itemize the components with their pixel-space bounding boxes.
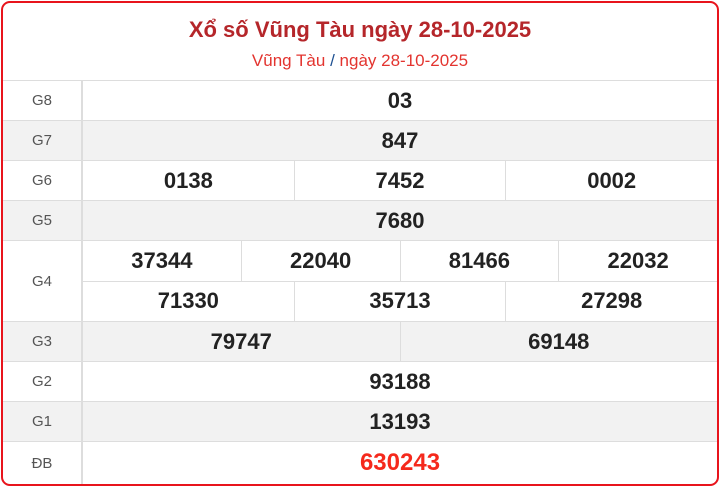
prize-row-g5: G5 7680	[3, 201, 717, 241]
breadcrumb-separator: /	[330, 51, 335, 70]
prize-number: 79747	[210, 328, 272, 354]
prize-line: 79747 69148	[83, 322, 717, 361]
prize-line: 93188	[83, 362, 717, 401]
prize-number: 81466	[399, 241, 559, 281]
prize-row-g4: G4 37344 22040 81466 22032 71330 35713 27298	[3, 241, 717, 322]
prize-number: 69148	[399, 322, 718, 361]
prize-label: G6	[3, 161, 83, 200]
special-prize-number: 630243	[359, 449, 441, 476]
prize-label: ĐB	[3, 442, 83, 484]
prize-values: 37344 22040 81466 22032 71330 35713 27298	[83, 241, 717, 321]
breadcrumb-province-link[interactable]: Vũng Tàu	[251, 51, 326, 70]
prize-number: 37344	[131, 247, 193, 273]
prize-row-g1: G1 13193	[3, 402, 717, 442]
page-title: Xổ số Vũng Tàu ngày 28-10-2025	[188, 17, 532, 42]
prize-row-đb: ĐB 630243	[3, 442, 717, 484]
prize-number: 93188	[369, 368, 431, 394]
prize-values: 03	[83, 81, 717, 120]
prize-number: 0138	[163, 167, 213, 193]
prize-values: 0138 7452 0002	[83, 161, 717, 200]
prize-line: 0138 7452 0002	[83, 161, 717, 200]
prize-label: G3	[3, 322, 83, 361]
prize-label: G1	[3, 402, 83, 441]
prize-values: 93188	[83, 362, 717, 401]
prize-label: G2	[3, 362, 83, 401]
prize-values: 7680	[83, 201, 717, 240]
prize-number: 7452	[293, 161, 506, 200]
prize-number: 71330	[157, 288, 219, 314]
prize-number: 7680	[375, 207, 425, 233]
prize-values: 79747 69148	[83, 322, 717, 361]
prize-line: 7680	[83, 201, 717, 240]
prize-number: 03	[387, 87, 413, 113]
prize-line: 630243	[83, 442, 717, 484]
prize-row-g3: G3 79747 69148	[3, 322, 717, 362]
breadcrumb: Vũng Tàu / ngày 28-10-2025	[3, 51, 717, 71]
prize-label: G4	[3, 241, 83, 321]
prize-row-g7: G7 847	[3, 121, 717, 161]
breadcrumb-date-link[interactable]: ngày 28-10-2025	[339, 51, 469, 70]
prize-row-g2: G2 93188	[3, 362, 717, 402]
prize-number: 22040	[240, 241, 400, 281]
header: Xổ số Vũng Tàu ngày 28-10-2025 Vũng Tàu …	[3, 3, 717, 81]
prize-values: 13193	[83, 402, 717, 441]
prize-label: G8	[3, 81, 83, 120]
prize-number: 35713	[293, 281, 506, 321]
prize-label: G5	[3, 201, 83, 240]
prize-row-g8: G8 03	[3, 81, 717, 121]
prize-number: 13193	[369, 408, 431, 434]
prize-label: G7	[3, 121, 83, 160]
prize-row-g6: G6 0138 7452 0002	[3, 161, 717, 201]
prize-values: 630243	[83, 442, 717, 484]
prize-values: 847	[83, 121, 717, 160]
prize-line: 13193	[83, 402, 717, 441]
prize-line: 71330 35713 27298	[83, 280, 717, 321]
results-table: G8 03 G7 847 G6 0138 7452 0002 G5 7680 G4 37344 2204…	[3, 81, 717, 484]
prize-number: 0002	[505, 161, 717, 200]
prize-number: 847	[381, 127, 419, 153]
prize-line: 37344 22040 81466 22032	[83, 241, 717, 281]
prize-line: 847	[83, 121, 717, 160]
prize-number: 27298	[505, 281, 717, 321]
prize-line: 03	[83, 81, 717, 120]
prize-number: 22032	[558, 241, 717, 281]
